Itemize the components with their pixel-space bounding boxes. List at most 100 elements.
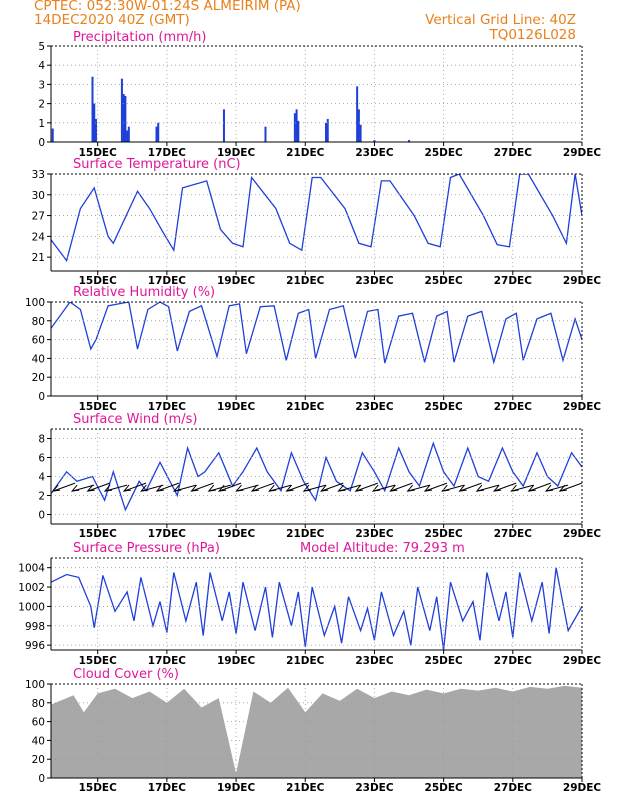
precip-bar: [357, 109, 360, 142]
y-tick-label: 8: [38, 434, 45, 446]
wind-arrow-head: [122, 484, 132, 492]
wind-arrow-head: [475, 484, 484, 492]
wind-arrow-head: [389, 484, 398, 492]
wind-arrow-head: [217, 484, 227, 492]
precip-bar: [93, 103, 96, 142]
y-tick-label: 4: [38, 472, 45, 484]
wind-arrow-head: [354, 484, 363, 492]
rh-line: [51, 302, 582, 365]
wind-arrow-head: [510, 484, 519, 492]
precip-bar: [124, 95, 127, 142]
y-tick-label: 21: [32, 252, 45, 264]
temp-line: [51, 174, 582, 263]
wind-vector-arrow: [52, 482, 76, 492]
x-tick-label: 25DEC: [425, 147, 464, 159]
precip-bar: [51, 128, 54, 142]
y-tick-label: 0: [38, 391, 45, 403]
wind-arrow-head: [268, 484, 277, 492]
panel-title: Surface Pressure (hPa): [73, 541, 220, 556]
precip-bar: [157, 122, 160, 142]
wind-vector-arrow: [528, 482, 551, 492]
wind-vector-arrow: [191, 482, 214, 492]
wind-vector-arrow: [493, 482, 517, 492]
wind-arrow-head: [302, 484, 311, 492]
x-tick-label: 19DEC: [217, 782, 256, 794]
precip-bar: [408, 140, 411, 142]
x-tick-label: 19DEC: [217, 401, 256, 413]
wind-arrow-head: [190, 484, 199, 492]
y-tick-label: 0: [38, 137, 45, 149]
precip-bar: [295, 109, 298, 142]
panel-title: Relative Humidity (%): [73, 285, 215, 300]
x-tick-label: 19DEC: [217, 275, 256, 287]
y-tick-label: 2: [38, 491, 45, 503]
wind-vector-arrow: [424, 482, 448, 492]
x-tick-label: 23DEC: [355, 147, 394, 159]
y-tick-label: 33: [32, 169, 45, 181]
precip-bar: [126, 130, 129, 142]
wind-arrow-head: [285, 484, 294, 492]
x-tick-label: 27DEC: [494, 655, 533, 667]
x-tick-label: 17DEC: [148, 401, 187, 413]
wind-arrow-head: [155, 484, 164, 492]
precip-bar: [297, 120, 300, 142]
wind-arrow-head: [441, 484, 450, 492]
wind-arrow-head: [527, 484, 536, 492]
wind-arrow-head: [86, 484, 95, 492]
y-tick-label: 0: [38, 773, 45, 785]
header-date-line: 14DEC2020 40Z (GMT): [34, 12, 190, 28]
x-tick-label: 25DEC: [425, 275, 464, 287]
wind-vector-arrow: [390, 482, 413, 492]
precip-bar: [91, 76, 94, 142]
wind-vector-arrow: [251, 482, 275, 492]
x-tick-label: 15DEC: [79, 655, 118, 667]
wind-arrow-head: [207, 484, 216, 492]
x-tick-label: 25DEC: [425, 655, 464, 667]
y-tick-label: 2: [38, 99, 45, 111]
x-tick-label: 21DEC: [286, 655, 325, 667]
y-tick-label: 100: [25, 679, 45, 691]
pressure-line: [51, 567, 582, 650]
precip-bar: [222, 109, 225, 142]
x-tick-label: 17DEC: [148, 147, 187, 159]
y-tick-label: 20: [32, 372, 45, 384]
y-tick-label: 40: [32, 353, 45, 365]
wind-arrow-head: [70, 484, 80, 492]
x-tick-label: 17DEC: [148, 275, 187, 287]
x-tick-label: 29DEC: [563, 275, 602, 287]
x-tick-label: 21DEC: [286, 275, 325, 287]
precip-bar: [359, 124, 362, 142]
x-tick-label: 17DEC: [148, 655, 187, 667]
wind-arrow-head: [406, 484, 415, 492]
panel-title: Precipitation (mm/h): [73, 30, 206, 45]
y-tick-label: 1000: [18, 601, 45, 613]
x-tick-label: 23DEC: [355, 528, 394, 540]
y-tick-label: 60: [32, 717, 45, 729]
y-tick-label: 80: [32, 316, 45, 328]
wind-vector-arrow: [156, 482, 180, 492]
y-tick-label: 3: [38, 79, 45, 91]
precip-bar: [122, 94, 125, 142]
y-tick-label: 1004: [18, 563, 45, 575]
y-tick-label: 30: [32, 190, 45, 202]
wind-vector-arrow: [321, 482, 344, 492]
wind-vector-arrow: [286, 482, 309, 492]
y-tick-label: 40: [32, 735, 45, 747]
x-tick-label: 27DEC: [494, 275, 533, 287]
x-tick-label: 15DEC: [79, 782, 118, 794]
precip-bar: [155, 126, 158, 142]
wind-arrow-head: [250, 484, 260, 492]
panel-title: Cloud Cover (%): [73, 667, 179, 682]
x-tick-label: 27DEC: [494, 782, 533, 794]
wind-arrow-head: [371, 484, 381, 492]
x-tick-label: 21DEC: [286, 401, 325, 413]
y-tick-label: 100: [25, 297, 45, 309]
x-tick-label: 15DEC: [79, 275, 118, 287]
wind-arrow-head: [172, 484, 182, 492]
y-tick-label: 996: [25, 640, 45, 652]
y-tick-label: 1: [38, 118, 45, 130]
y-tick-label: 27: [32, 211, 45, 223]
x-tick-label: 25DEC: [425, 528, 464, 540]
wind-vector-arrow: [123, 482, 147, 492]
x-tick-label: 15DEC: [79, 528, 118, 540]
